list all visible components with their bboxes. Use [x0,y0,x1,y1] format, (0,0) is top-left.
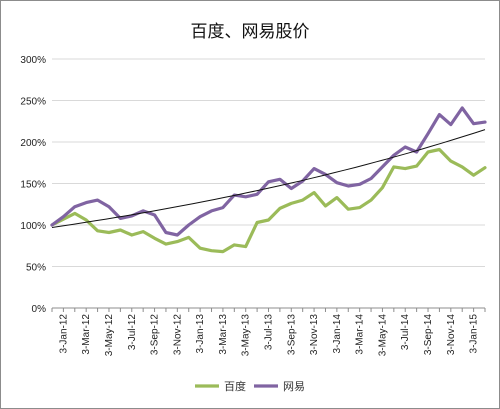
x-tick-label: 3-Jul-14 [400,314,411,351]
y-tick-label: 100% [20,221,46,232]
x-tick-label: 3-Jan-12 [58,314,69,354]
legend-label-1: 网易 [283,380,305,393]
chart-title: 百度、网易股价 [191,22,310,41]
x-tick-label: 3-May-13 [241,314,252,357]
y-tick-label: 300% [20,55,46,66]
x-tick-label: 3-Mar-13 [218,314,229,355]
series-lines [50,106,487,254]
x-tick-label: 3-Jan-14 [332,314,343,354]
x-tick-label: 3-Jan-13 [195,314,206,354]
x-tick-label: 3-Nov-14 [446,314,457,356]
x-tick-label: 3-Jul-13 [264,314,275,351]
x-tick-label: 3-Sep-13 [286,314,297,356]
trendline [51,129,486,228]
x-tick-label: 3-May-12 [104,314,115,357]
y-tick-label: 150% [20,180,46,191]
y-axis-ticks: 0% 50% 100% 150% 200% 250% 300% [20,55,46,315]
x-tick-label: 3-Nov-13 [309,314,320,356]
y-tick-label: 50% [26,263,46,274]
y-tick-label: 200% [20,138,46,149]
legend-label-0: 百度 [224,379,246,393]
gridlines [52,58,485,309]
y-tick-label: 250% [20,97,46,108]
x-tick-label: 3-Mar-14 [355,314,366,355]
series-line-0 [50,147,487,254]
x-tick-label: 3-Nov-12 [172,314,183,356]
y-tick-label: 0% [32,304,47,315]
x-axis-ticks: 3-Jan-12 3-Mar-12 3-May-12 3-Jul-12 3-Sep-12… [51,308,486,357]
x-tick-label: 3-Mar-12 [81,314,92,355]
x-tick-label: 3-Sep-14 [423,314,434,356]
series-line-1 [50,106,487,237]
x-tick-label: 3-May-14 [377,314,388,357]
x-tick-label: 3-Jan-15 [469,314,480,354]
x-tick-label: 3-Sep-12 [150,314,161,356]
legend: 百度 网易 [195,379,305,393]
x-tick-label: 3-Jul-12 [127,314,138,351]
